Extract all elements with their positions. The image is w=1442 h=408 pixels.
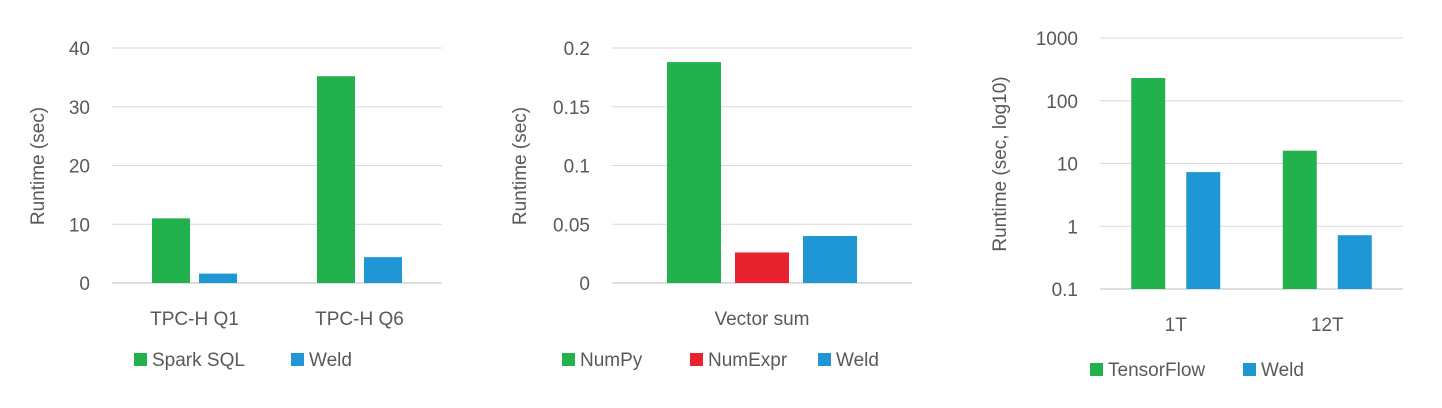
bar xyxy=(1337,235,1372,289)
y-tick-label: 0.1 xyxy=(1052,280,1078,301)
y-tick-label: 10 xyxy=(69,215,90,236)
y-tick-label: 40 xyxy=(69,39,90,60)
legend-swatch xyxy=(1090,363,1103,376)
bar xyxy=(364,257,402,283)
bar xyxy=(803,236,857,283)
x-tick-label: 12T xyxy=(1311,315,1344,336)
y-tick-label: 0.1 xyxy=(564,157,590,178)
y-tick-label: 100 xyxy=(1046,92,1078,113)
legend-label: Spark SQL xyxy=(152,350,245,371)
legend-label: TensorFlow xyxy=(1108,360,1205,381)
y-axis-label: Runtime (sec) xyxy=(510,107,531,225)
y-tick-label: 0.05 xyxy=(553,215,590,236)
legend-swatch xyxy=(818,353,831,366)
x-tick-label: 1T xyxy=(1165,315,1188,336)
x-tick-label: Vector sum xyxy=(714,309,809,330)
bar xyxy=(667,62,721,283)
x-tick-label: TPC-H Q6 xyxy=(315,309,404,330)
legend-label: NumExpr xyxy=(708,350,788,371)
y-tick-label: 10 xyxy=(1057,155,1078,176)
y-axis-label: Runtime (sec, log10) xyxy=(990,76,1011,251)
legend-swatch xyxy=(291,353,304,366)
y-tick-label: 0.15 xyxy=(553,98,590,119)
y-tick-label: 0 xyxy=(79,274,90,295)
legend-label: Weld xyxy=(1261,360,1304,381)
bar xyxy=(199,273,237,283)
chart-3: 0.1 1 10 100 1000 Runtime (sec, log10) 1T 12T Te… xyxy=(990,29,1403,381)
legend-swatch xyxy=(134,353,147,366)
x-tick-label: TPC-H Q1 xyxy=(150,309,239,330)
legend-swatch xyxy=(1243,363,1256,376)
legend-swatch xyxy=(562,353,575,366)
y-tick-label: 0.2 xyxy=(564,39,590,60)
legend-label: Weld xyxy=(309,350,352,371)
legend-label: NumPy xyxy=(580,350,643,371)
bar xyxy=(317,76,355,283)
legend-label: Weld xyxy=(836,350,879,371)
y-axis-label: Runtime (sec) xyxy=(28,107,49,225)
chart-2: 0 0.05 0.1 0.15 0.2 Runtime (sec) Vector sum Nu… xyxy=(510,39,912,371)
bar xyxy=(1282,150,1317,289)
y-tick-label: 1000 xyxy=(1036,29,1078,50)
bar xyxy=(1131,78,1166,289)
y-tick-label: 20 xyxy=(69,157,90,178)
bar xyxy=(1186,172,1221,289)
y-tick-label: 1 xyxy=(1067,217,1078,238)
y-tick-label: 30 xyxy=(69,98,90,119)
bar xyxy=(152,218,190,283)
legend-swatch xyxy=(690,353,703,366)
chart-1: 0 10 20 30 40 Runtime (sec) TPC-H Q1 TPC-H Q6 Sp… xyxy=(28,39,442,371)
bar xyxy=(735,252,789,283)
y-tick-label: 0 xyxy=(579,274,590,295)
